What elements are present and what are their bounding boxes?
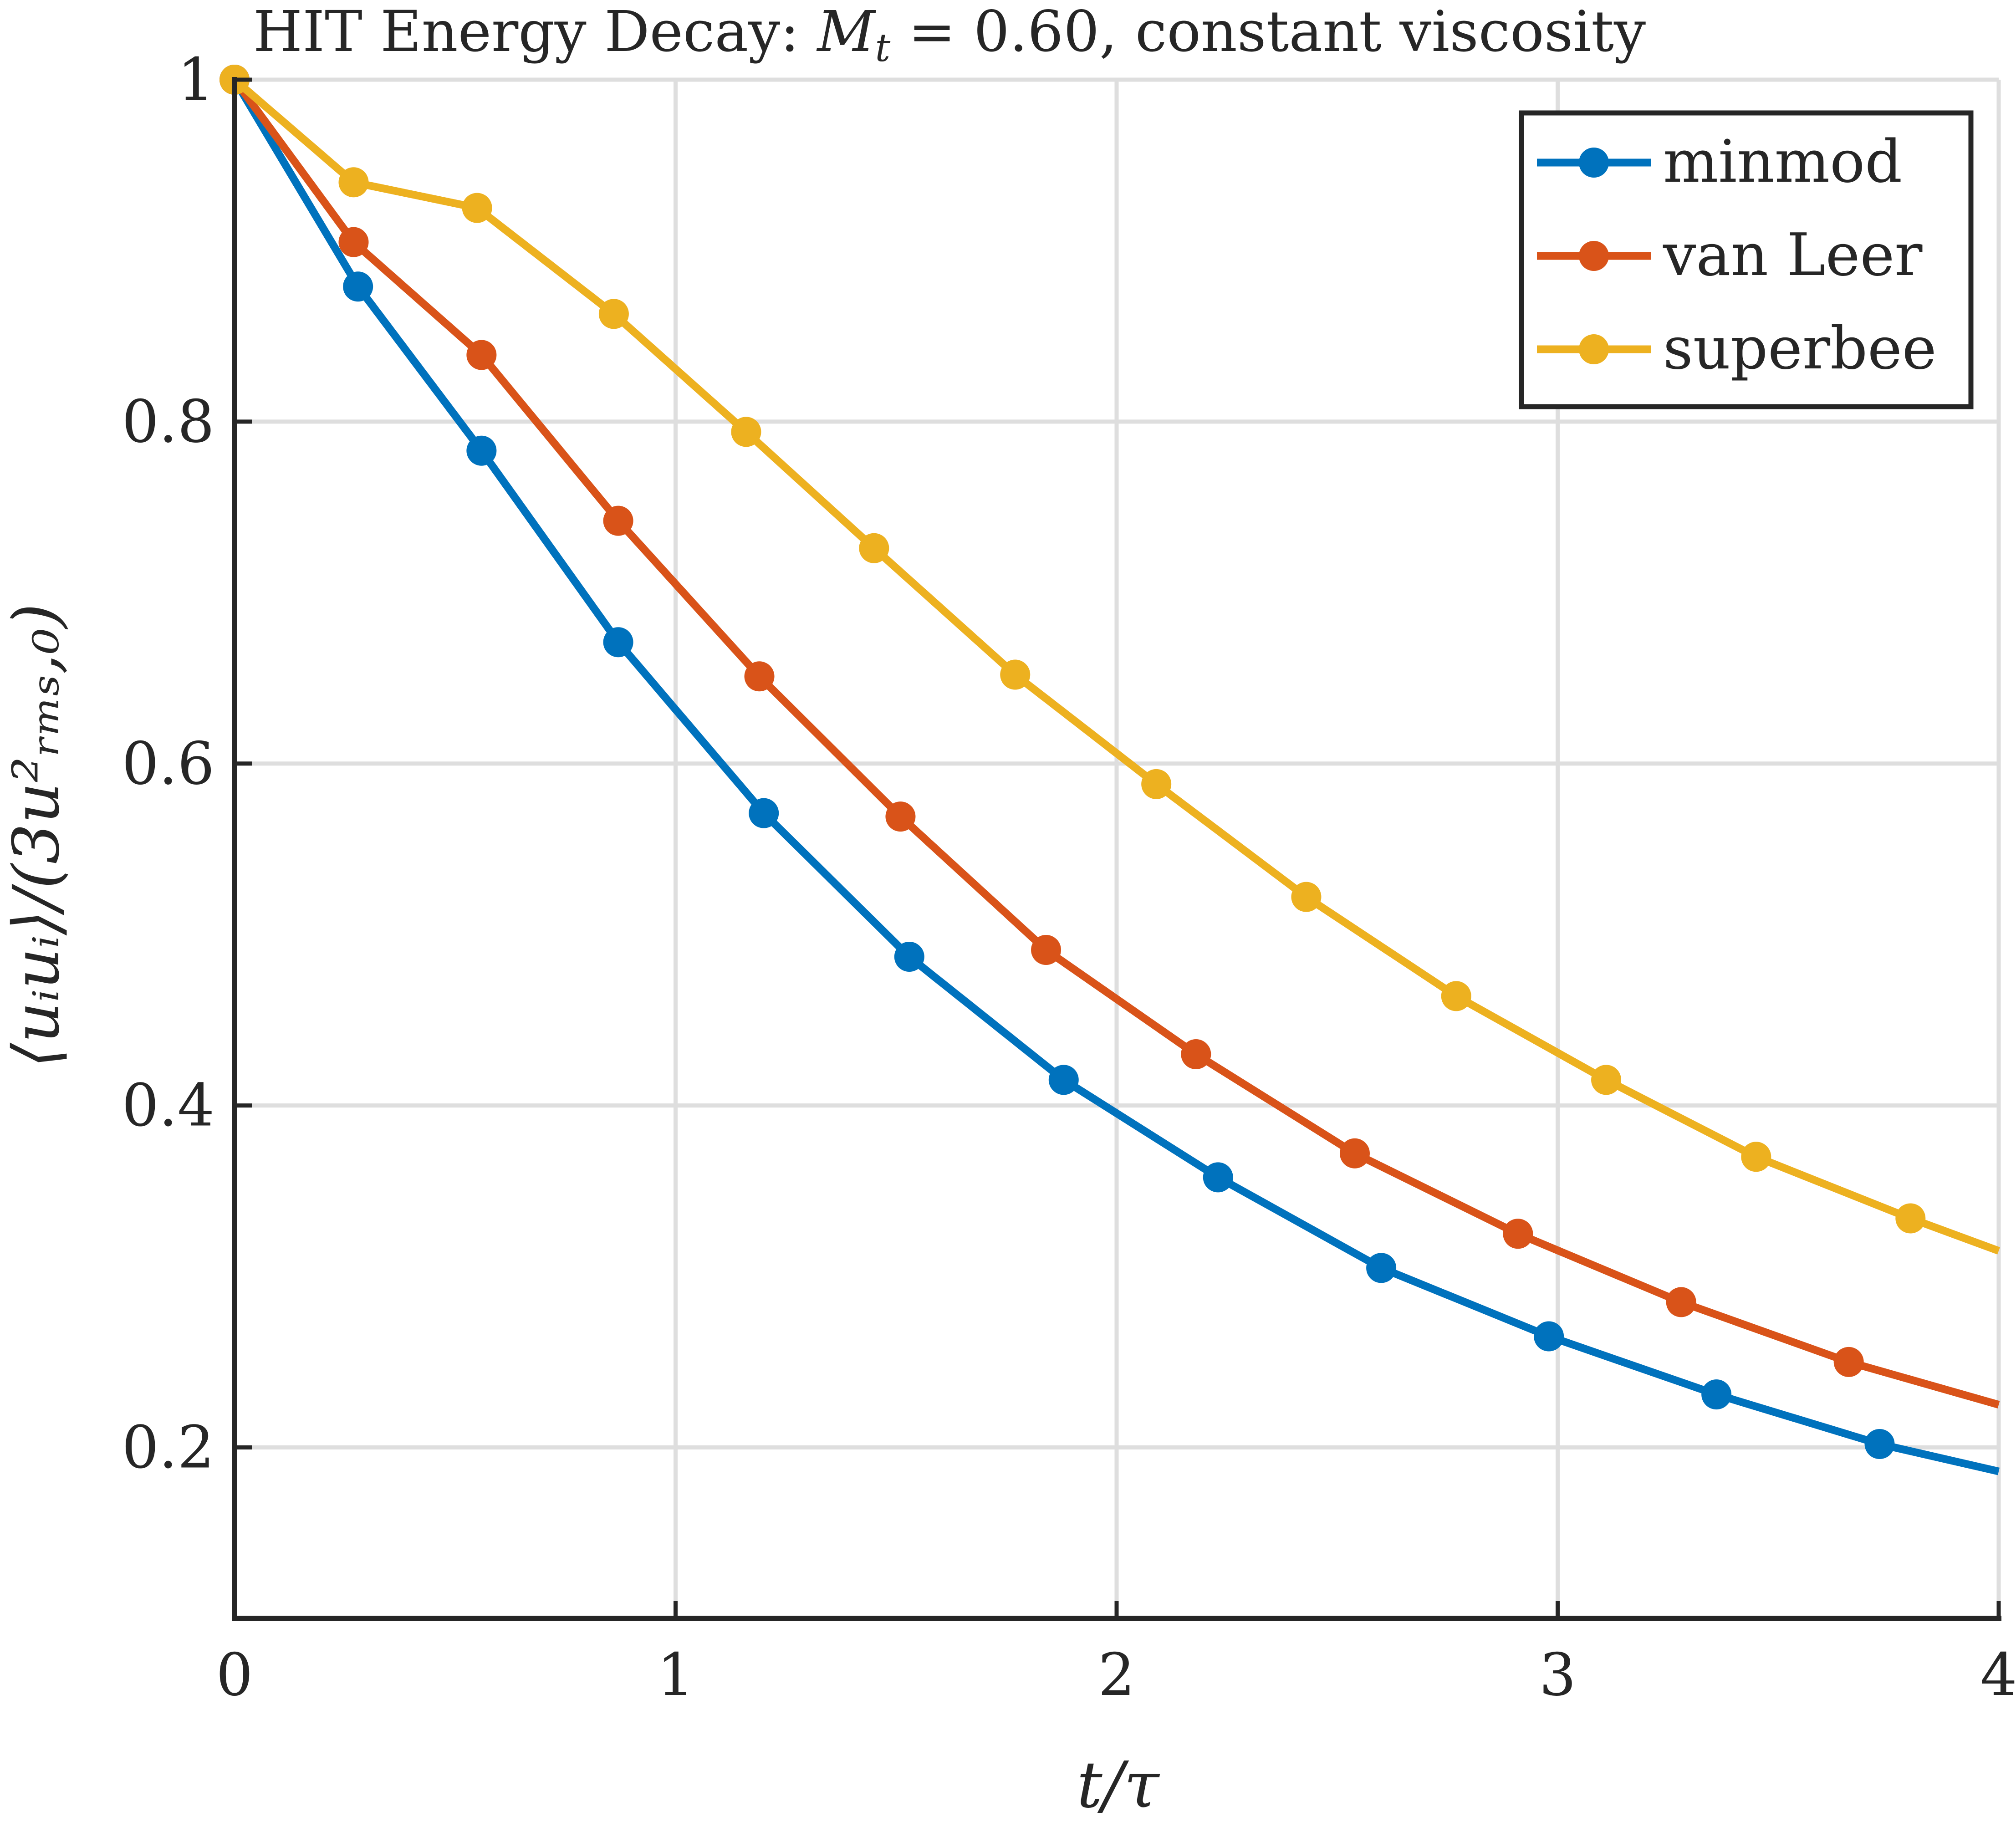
data-point-superbee	[1895, 1203, 1926, 1234]
data-point-superbee	[598, 299, 629, 329]
y-tick-label: 0.2	[122, 1414, 214, 1482]
data-point-van-leer	[1339, 1138, 1370, 1169]
series-layer	[219, 65, 2000, 1475]
y-tick-label: 0.8	[122, 388, 214, 456]
tick-labels: 0 1 2 3 4 0.2 0.4 0.6 0.8 1	[122, 46, 2016, 1709]
data-point-van-leer	[1503, 1219, 1533, 1249]
data-point-minmod	[603, 627, 633, 658]
data-point-superbee	[1291, 882, 1322, 912]
legend-label-van-leer: van Leer	[1663, 221, 1923, 289]
legend: minmod van Leer superbee	[1519, 110, 1974, 409]
x-tick-label: 0	[216, 1641, 253, 1709]
data-point-van-leer	[1031, 935, 1062, 965]
x-tick-label: 3	[1539, 1641, 1576, 1709]
data-point-minmod	[466, 435, 497, 466]
data-point-minmod	[1534, 1321, 1564, 1352]
data-point-van-leer	[338, 227, 369, 257]
data-point-minmod	[894, 942, 924, 972]
data-point-van-leer	[885, 801, 916, 832]
axes	[232, 77, 2001, 1621]
chart-title-prefix: HIT Energy Decay:	[253, 0, 817, 65]
data-point-superbee	[1141, 769, 1172, 799]
x-tick-label: 2	[1098, 1641, 1135, 1709]
legend-marker-minmod	[1579, 148, 1609, 178]
data-point-superbee	[1741, 1142, 1771, 1172]
data-point-van-leer	[1181, 1039, 1211, 1070]
data-point-minmod	[1366, 1253, 1397, 1283]
data-point-minmod	[343, 271, 373, 302]
chart-title-subscript: t	[875, 26, 891, 70]
data-point-van-leer	[1833, 1347, 1864, 1377]
data-point-van-leer	[466, 340, 497, 370]
data-point-minmod	[1864, 1429, 1895, 1459]
grid-lines	[232, 77, 2001, 1618]
legend-label-minmod: minmod	[1663, 128, 1902, 196]
data-point-superbee	[1591, 1065, 1622, 1095]
data-point-minmod	[1203, 1162, 1233, 1193]
data-point-minmod	[749, 798, 779, 828]
chart-title: HIT Energy Decay: Mt = 0.60, constant vi…	[253, 0, 1646, 70]
data-point-superbee	[462, 193, 492, 223]
data-point-van-leer	[603, 505, 633, 536]
x-tick-label: 4	[1980, 1641, 2016, 1709]
y-tick-label: 1	[178, 46, 214, 114]
data-point-superbee	[1441, 981, 1471, 1011]
legend-label-superbee: superbee	[1663, 315, 1936, 383]
data-point-superbee	[859, 533, 889, 563]
x-tick-label: 1	[657, 1641, 694, 1709]
data-point-superbee	[731, 417, 761, 447]
legend-marker-van-leer	[1579, 241, 1609, 271]
data-point-superbee	[1000, 659, 1031, 690]
data-point-minmod	[1701, 1379, 1732, 1410]
legend-items: minmod van Leer superbee	[1537, 128, 1936, 383]
data-point-van-leer	[744, 661, 775, 692]
y-tick-label: 0.6	[122, 730, 214, 798]
series-line-superbee	[232, 77, 2000, 1255]
chart-title-math: M	[817, 0, 877, 65]
data-point-van-leer	[1666, 1287, 1696, 1317]
y-tick-label: 0.4	[122, 1072, 214, 1140]
chart-title-equals: = 0.60	[890, 0, 1099, 65]
y-axis-label: ⟨uᵢuᵢ⟩/(3u²ᵣₘₛ,₀)	[0, 603, 74, 1068]
x-axis-label: t/τ	[1077, 1748, 1160, 1822]
chart-title-suffix: , constant viscosity	[1099, 0, 1646, 65]
data-point-superbee	[338, 167, 369, 198]
data-point-minmod	[1048, 1065, 1079, 1095]
legend-marker-superbee	[1579, 334, 1609, 364]
